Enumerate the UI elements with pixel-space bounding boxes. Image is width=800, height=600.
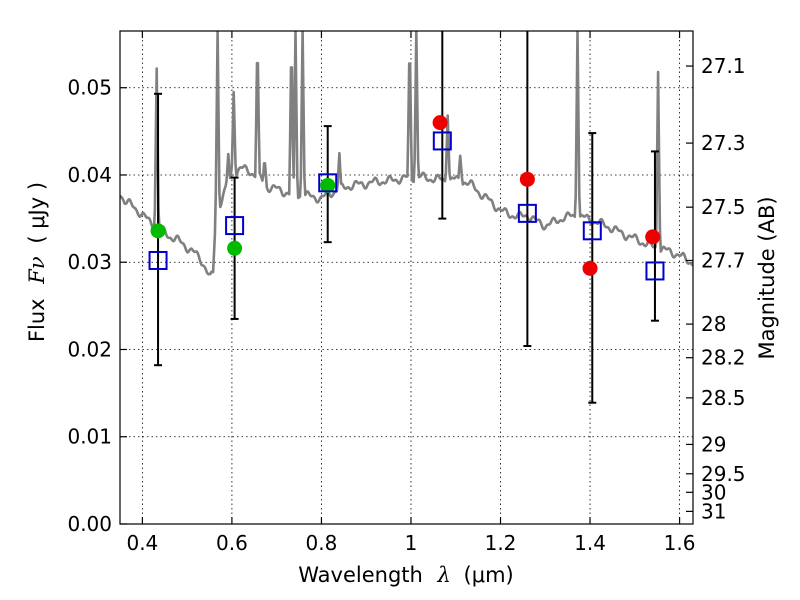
x-tick-label: 1.4 [574,531,606,555]
red-point [582,260,598,276]
x-axis-label-text: Wavelength [298,563,423,587]
green-point [320,177,336,193]
x-tick-label: 1 [405,531,418,555]
blue-square-point [225,216,245,236]
y2-tick-label: 28.2 [701,346,746,370]
plot-frame [119,30,694,525]
blue-square-point [517,203,537,223]
y2-axis-label: Magnitude (AB) [755,196,779,359]
x-tick-label: 0.8 [306,531,338,555]
y2-tick-label: 31 [701,499,726,523]
y-tick-label: 0.03 [67,250,112,274]
green-point [150,223,166,239]
x-tick-label: 0.4 [126,531,158,555]
y-tick-label: 0.05 [67,76,112,100]
y-tick-label: 0.02 [67,337,112,361]
red-point [645,229,661,245]
data-markers [148,115,665,281]
x-tick-label: 0.6 [216,531,248,555]
y2-tick-label: 27.1 [701,54,746,78]
x-axis-label: Wavelength λ (μm) [298,563,513,587]
y2-tick-label: 30 [701,480,726,504]
y-axis-label-text: Flux [25,298,49,342]
x-axis-label-unit: (μm) [464,563,514,587]
y-axis-label: Flux Fν ( μJy ) [25,182,49,342]
y-tick-label: 0.01 [67,425,112,449]
y-tick-label: 0.04 [67,163,112,187]
spectrum-line [120,31,693,276]
x-axis-label-symbol: λ [437,563,451,587]
x-tick-label: 1.6 [664,531,696,555]
red-point [432,115,448,131]
y2-tick-label: 28.5 [701,386,746,410]
axis-ticks: 0.4 0.6 0.8 1 1.2 1.4 1.6 0.00 0.01 0.02 0.03 0.04 0… [67,31,746,555]
y2-tick-label: 27.3 [701,131,746,155]
y2-tick-label: 27.7 [701,248,746,272]
blue-square-point [318,173,338,193]
green-point [227,240,243,256]
red-point [519,171,535,187]
y-axis-label-symbol: Fν [25,256,49,285]
blue-square-point [645,261,665,281]
y2-tick-label: 27.5 [701,195,746,219]
blue-square-point [148,250,168,270]
y-axis-label-unit: ( μJy ) [25,182,49,244]
blue-square-point [432,131,452,151]
blue-square-point [582,221,602,241]
y2-tick-label: 28 [701,312,726,336]
x-tick-label: 1.2 [485,531,517,555]
grid [120,31,693,524]
y-tick-label: 0.00 [67,512,112,536]
model-spectrum [120,31,693,276]
y2-tick-label: 29 [701,432,726,456]
y2-tick-label: 29.5 [701,462,746,486]
